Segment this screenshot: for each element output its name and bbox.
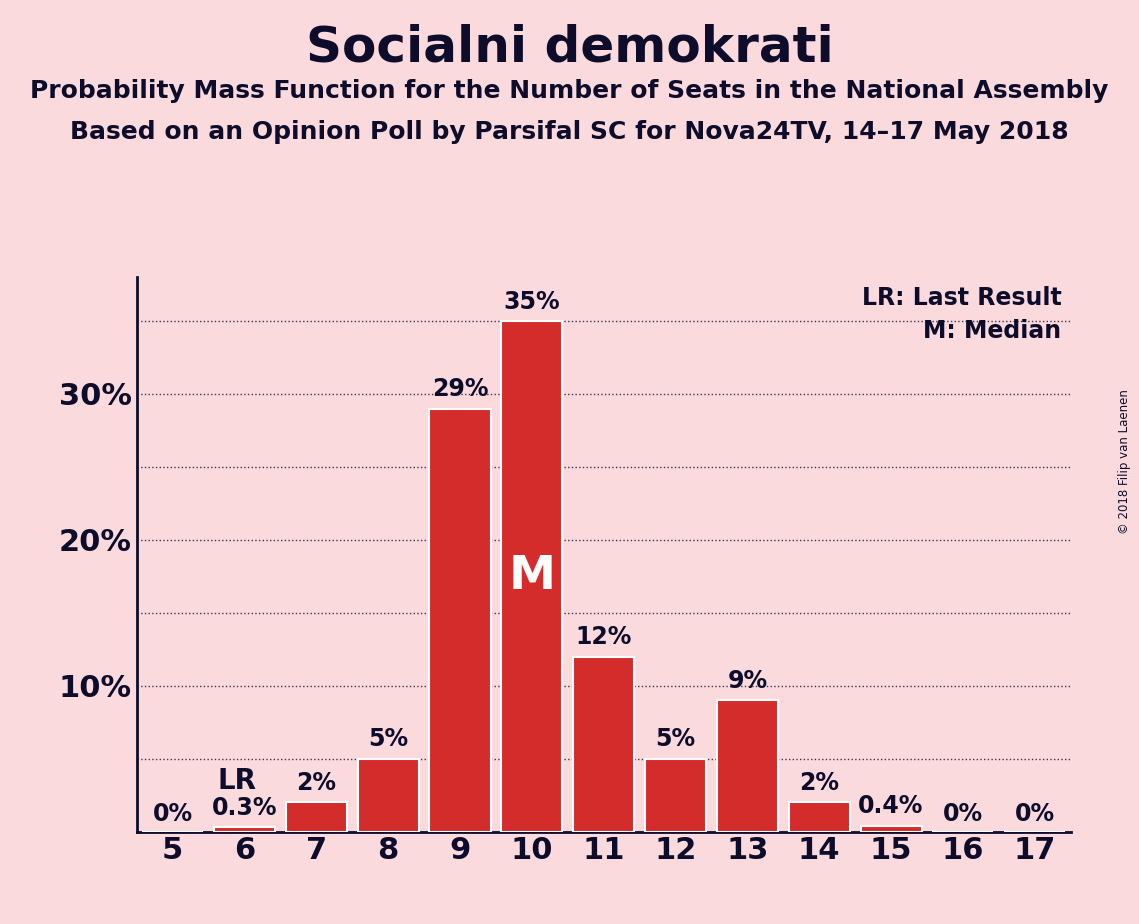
Bar <box>358 759 419 832</box>
Text: 0.4%: 0.4% <box>859 795 924 819</box>
Bar <box>716 700 778 832</box>
Text: 12%: 12% <box>575 626 632 650</box>
Bar <box>645 759 706 832</box>
Text: Socialni demokrati: Socialni demokrati <box>305 23 834 71</box>
Bar <box>214 827 274 832</box>
Bar <box>501 321 563 832</box>
Text: LR: Last Result: LR: Last Result <box>861 286 1062 310</box>
Text: M: M <box>508 553 556 599</box>
Text: 2%: 2% <box>800 772 839 796</box>
Text: 0%: 0% <box>943 802 983 826</box>
Text: M: Median: M: Median <box>924 319 1062 343</box>
Text: Probability Mass Function for the Number of Seats in the National Assembly: Probability Mass Function for the Number… <box>31 79 1108 103</box>
Text: 5%: 5% <box>655 727 696 751</box>
Text: 5%: 5% <box>368 727 408 751</box>
Bar <box>429 408 491 832</box>
Text: 29%: 29% <box>432 377 489 401</box>
Bar <box>286 802 346 832</box>
Text: 9%: 9% <box>728 669 768 693</box>
Text: LR: LR <box>218 767 256 796</box>
Text: 0%: 0% <box>153 802 192 826</box>
Text: 0%: 0% <box>1015 802 1055 826</box>
Text: 2%: 2% <box>296 772 336 796</box>
Text: Based on an Opinion Poll by Parsifal SC for Nova24TV, 14–17 May 2018: Based on an Opinion Poll by Parsifal SC … <box>71 120 1068 144</box>
Bar <box>788 802 850 832</box>
Text: 0.3%: 0.3% <box>212 796 277 820</box>
Text: 35%: 35% <box>503 289 560 313</box>
Bar <box>573 657 634 832</box>
Bar <box>860 826 921 832</box>
Text: © 2018 Filip van Laenen: © 2018 Filip van Laenen <box>1118 390 1131 534</box>
